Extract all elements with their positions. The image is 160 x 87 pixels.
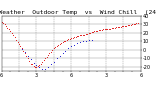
Title: Milwaukee Weather  Outdoor Temp  vs  Wind Chill  (24 Hours): Milwaukee Weather Outdoor Temp vs Wind C… <box>0 10 160 15</box>
